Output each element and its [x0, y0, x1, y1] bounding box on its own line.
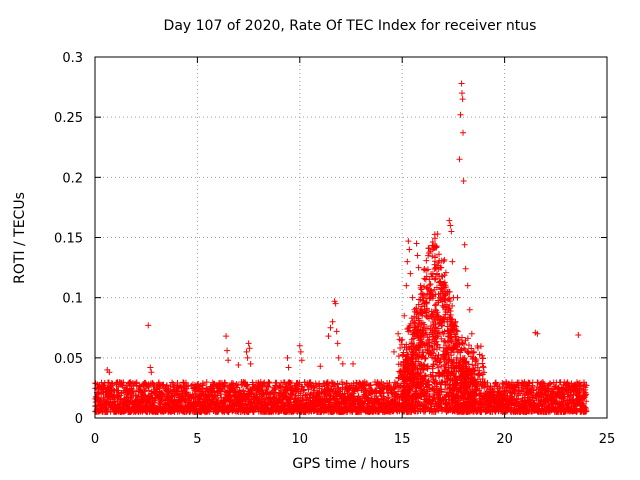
data-point [120, 379, 127, 386]
data-point [94, 391, 101, 398]
data-point [170, 380, 177, 387]
data-point [202, 390, 209, 397]
data-point [183, 389, 190, 396]
data-point [169, 379, 176, 386]
data-point [477, 343, 484, 350]
data-point [391, 379, 398, 386]
data-point [141, 391, 148, 398]
data-point [432, 254, 439, 261]
data-point [480, 355, 487, 362]
data-point [104, 407, 111, 414]
data-point [185, 383, 192, 390]
data-point [160, 381, 167, 388]
data-point [115, 393, 122, 400]
data-point [441, 256, 448, 263]
data-point [109, 380, 116, 387]
data-point [132, 380, 139, 387]
data-point [101, 380, 108, 387]
data-point [153, 386, 160, 393]
data-point [427, 281, 434, 288]
data-point [145, 387, 152, 394]
points-layer [92, 80, 590, 415]
data-point [203, 379, 210, 386]
x-axis-label: GPS time / hours [292, 456, 410, 472]
data-point [395, 353, 402, 360]
chart-title: Day 107 of 2020, Rate Of TEC Index for r… [163, 18, 537, 34]
data-point [129, 388, 136, 395]
data-point [183, 379, 190, 386]
data-point [199, 380, 206, 387]
data-point [105, 379, 112, 386]
data-point [480, 364, 487, 371]
data-point [133, 379, 140, 386]
